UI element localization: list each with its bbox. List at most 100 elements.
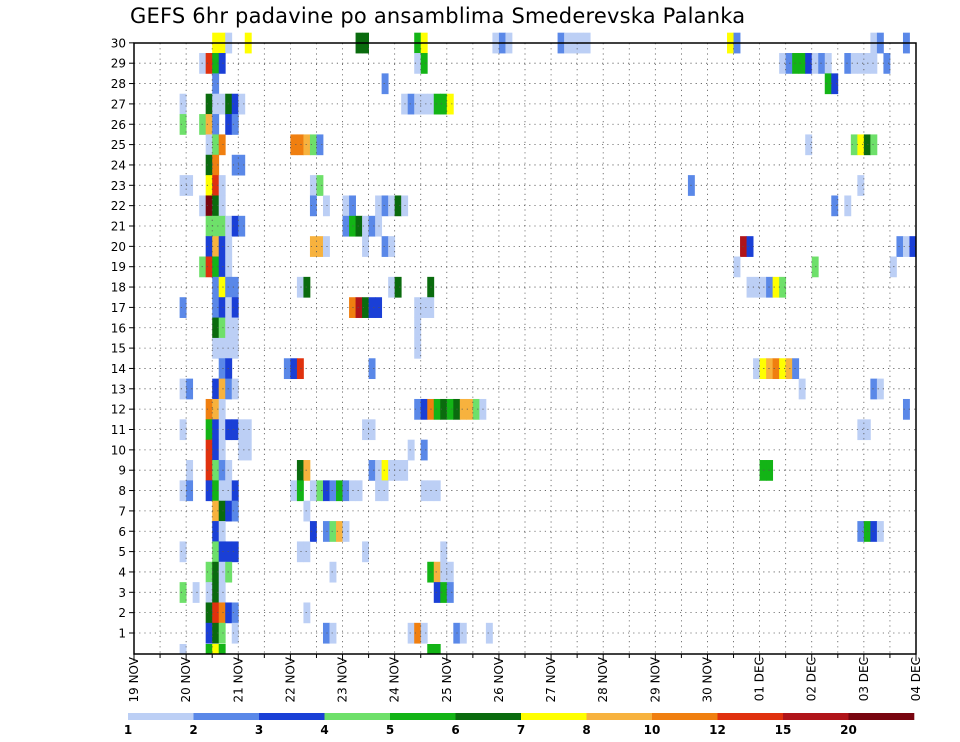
- heatmap-cell: [205, 622, 213, 644]
- heatmap-cell: [759, 276, 767, 298]
- heatmap-cell: [212, 175, 220, 196]
- heatmap-cell: [283, 358, 291, 380]
- heatmap-cell: [238, 215, 246, 237]
- heatmap-cell: [824, 73, 832, 95]
- legend-swatch: [324, 713, 391, 720]
- heatmap-cell: [342, 195, 350, 217]
- y-tick-label: 20: [111, 240, 126, 254]
- heatmap-cell: [446, 561, 454, 583]
- y-tick-label: 5: [118, 545, 126, 559]
- heatmap-cell: [329, 480, 337, 502]
- heatmap-cell: [205, 419, 213, 441]
- legend-swatch: [193, 713, 260, 720]
- heatmap-cell: [231, 276, 239, 298]
- y-tick-label: 30: [111, 36, 126, 50]
- heatmap-cell: [362, 236, 369, 257]
- legend-swatch: [455, 713, 522, 720]
- heatmap-cell: [459, 622, 467, 644]
- heatmap-cell: [231, 317, 239, 339]
- y-axis: 1234567891011121314151617181920212223242…: [111, 36, 134, 641]
- heatmap-cell: [440, 561, 448, 583]
- heatmap-cell: [733, 256, 741, 278]
- heatmap-cell: [205, 582, 213, 603]
- heatmap-cell: [870, 53, 878, 74]
- heatmap-cell: [179, 114, 187, 135]
- heatmap-cell: [388, 276, 396, 298]
- heatmap-cell: [192, 582, 200, 603]
- heatmap-cell: [831, 73, 839, 95]
- legend-swatch: [848, 713, 915, 720]
- x-tick-label: 26 NOV: [492, 656, 506, 702]
- legend-label: 2: [189, 723, 197, 737]
- heatmap-cell: [179, 175, 187, 196]
- heatmap-cell: [231, 215, 239, 237]
- heatmap-cell: [212, 602, 220, 624]
- heatmap-cell: [218, 602, 226, 624]
- heatmap-cell: [414, 317, 422, 339]
- heatmap-cell: [218, 93, 226, 115]
- heatmap-cell: [218, 358, 226, 380]
- heatmap-cell: [218, 297, 226, 318]
- heatmap-cell: [205, 134, 213, 156]
- heatmap-cell: [179, 644, 187, 654]
- heatmap-cell: [433, 398, 441, 420]
- heatmap-cell: [218, 500, 226, 522]
- heatmap-cell: [811, 53, 819, 74]
- cells-layer: [179, 32, 917, 654]
- heatmap-cell: [212, 114, 220, 135]
- heatmap-cell: [244, 419, 252, 441]
- heatmap-cell: [231, 378, 239, 400]
- x-tick-label: 01 DEC: [753, 657, 767, 701]
- heatmap-cell: [231, 114, 239, 135]
- heatmap-cell: [290, 134, 298, 156]
- y-tick-label: 11: [111, 423, 126, 437]
- heatmap-cell: [212, 541, 220, 563]
- heatmap-cell: [772, 276, 780, 298]
- heatmap-cell: [296, 358, 304, 380]
- heatmap-cell: [824, 53, 832, 74]
- heatmap-cell: [205, 215, 213, 237]
- heatmap-cell: [798, 53, 806, 74]
- heatmap-cell: [440, 398, 448, 420]
- heatmap-cell: [212, 53, 220, 74]
- heatmap-cell: [316, 236, 324, 257]
- heatmap-cell: [179, 419, 187, 441]
- y-tick-label: 27: [111, 97, 126, 111]
- heatmap-cell: [218, 276, 226, 298]
- heatmap-cell: [212, 256, 220, 278]
- y-tick-label: 17: [111, 301, 126, 315]
- heatmap-cell: [231, 297, 239, 318]
- heatmap-cell: [818, 53, 826, 74]
- heatmap-cell: [316, 175, 324, 196]
- legend-swatch: [521, 713, 587, 720]
- y-tick-label: 1: [118, 627, 126, 641]
- heatmap-cell: [238, 154, 246, 176]
- heatmap-cell: [857, 521, 865, 542]
- heatmap-cell: [368, 297, 376, 318]
- heatmap-cell: [342, 521, 350, 542]
- heatmap-cell: [857, 175, 865, 196]
- heatmap-cell: [212, 561, 220, 583]
- heatmap-cell: [212, 317, 220, 339]
- heatmap-cell: [779, 358, 787, 380]
- heatmap-cell: [459, 398, 467, 420]
- heatmap-cell: [414, 53, 422, 74]
- heatmap-cell: [303, 134, 311, 156]
- heatmap-cell: [186, 378, 194, 400]
- heatmap-cell: [212, 378, 220, 400]
- y-tick-label: 13: [111, 382, 126, 396]
- x-tick-label: 27 NOV: [544, 656, 558, 702]
- heatmap-cell: [779, 53, 787, 74]
- legend-swatch: [390, 713, 456, 720]
- x-tick-label: 22 NOV: [283, 656, 297, 702]
- heatmap-cell: [303, 541, 311, 563]
- legend-swatch: [128, 713, 194, 720]
- heatmap-cell: [303, 602, 311, 624]
- x-tick-label: 20 NOV: [179, 656, 193, 702]
- heatmap-cell: [440, 93, 448, 115]
- x-tick-label: 04 DEC: [909, 657, 923, 701]
- legend-label: 4: [320, 723, 328, 737]
- heatmap-cell: [218, 644, 226, 654]
- y-tick-label: 18: [111, 281, 126, 295]
